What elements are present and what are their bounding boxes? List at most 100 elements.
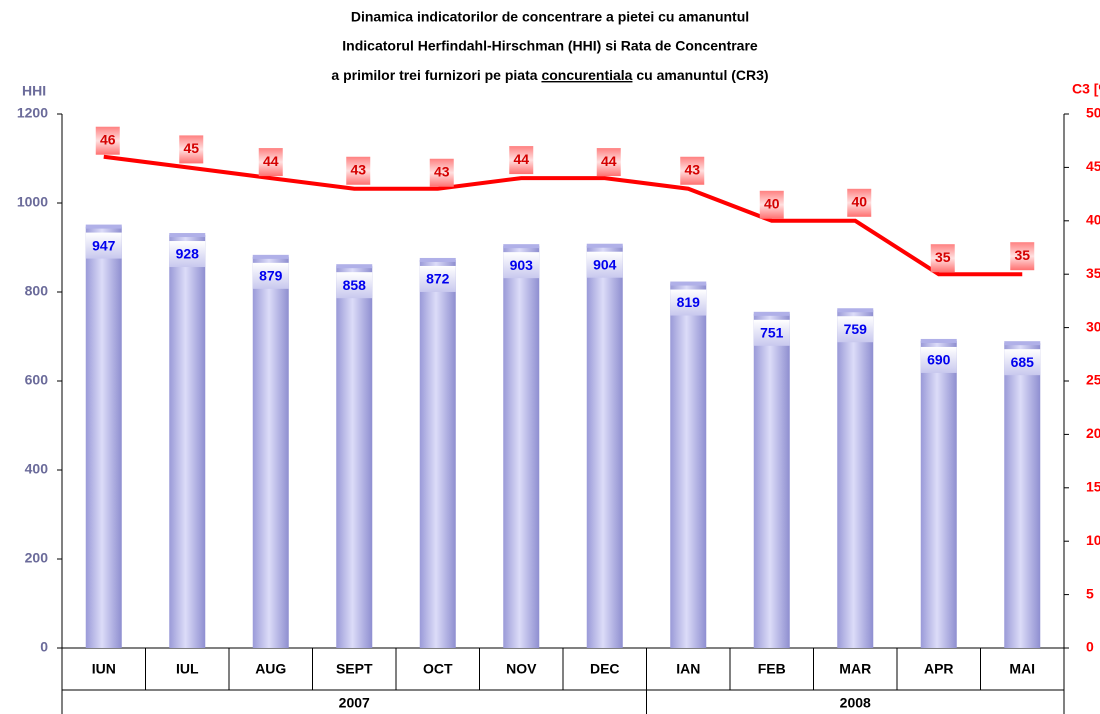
y2-tick-label: 30 (1086, 318, 1100, 334)
data-label-box (509, 146, 534, 175)
data-label: 44 (601, 153, 617, 169)
data-label: 46 (100, 131, 116, 147)
y2-axis-title: C3 [%] (1072, 81, 1100, 97)
data-label: 43 (434, 163, 450, 179)
y2-tick-label: 10 (1086, 532, 1100, 548)
data-label-box (346, 156, 371, 185)
x-tick-label: APR (924, 661, 954, 677)
x-tick-label: DEC (590, 661, 620, 677)
data-label: 35 (935, 249, 951, 265)
bar (586, 245, 623, 648)
bar (419, 259, 456, 648)
x-tick-label: SEPT (336, 661, 373, 677)
x-tick-label: IUN (92, 661, 116, 677)
chart-title: a primilor trei furnizori pe piata concu… (331, 67, 768, 83)
data-label: 45 (183, 140, 199, 156)
bar (85, 226, 122, 648)
y-axis-title: HHI (22, 83, 46, 99)
bar-cap (252, 254, 289, 259)
data-label: 40 (764, 196, 780, 212)
bar (670, 283, 707, 648)
data-label: 44 (513, 151, 529, 167)
x-group-label: 2008 (840, 695, 871, 711)
data-label: 928 (176, 246, 200, 262)
data-label-box (753, 319, 790, 346)
data-label: 903 (510, 257, 534, 273)
bar-cap (1004, 341, 1041, 346)
data-label-box (847, 188, 872, 217)
bar-cap (753, 311, 790, 316)
y-tick-label: 800 (25, 283, 49, 299)
x-tick-label: MAR (839, 661, 871, 677)
y2-tick-label: 20 (1086, 425, 1100, 441)
data-label-box (169, 241, 206, 268)
data-label-box (759, 190, 784, 219)
data-label-box (258, 148, 283, 177)
data-label-box (429, 158, 454, 187)
y-tick-label: 0 (40, 639, 48, 655)
data-label: 751 (760, 325, 784, 341)
title-part: a primilor trei furnizori pe piata (331, 67, 541, 83)
data-label: 904 (593, 256, 617, 272)
x-tick-label: OCT (423, 661, 453, 677)
y2-tick-label: 25 (1086, 372, 1100, 388)
data-label-box (920, 346, 957, 373)
data-label: 685 (1011, 354, 1035, 370)
data-label-box (1004, 349, 1041, 376)
x-tick-label: IUL (176, 661, 199, 677)
data-label-box (586, 251, 623, 278)
title-part: concurentiala (541, 67, 632, 83)
bar-cap (503, 244, 540, 249)
data-label: 43 (684, 161, 700, 177)
x-group-label: 2007 (339, 695, 370, 711)
bar (169, 235, 206, 649)
y-tick-label: 1000 (17, 194, 48, 210)
data-label-box (670, 289, 707, 316)
data-label: 879 (259, 268, 283, 284)
bar (753, 313, 790, 648)
bar (503, 246, 540, 649)
bar-cap (336, 264, 373, 269)
bar-cap (419, 257, 456, 262)
data-label-box (85, 232, 122, 259)
bar (837, 310, 874, 648)
data-label: 43 (350, 161, 366, 177)
x-tick-label: IAN (676, 661, 700, 677)
data-label: 872 (426, 271, 450, 287)
x-tick-label: NOV (506, 661, 537, 677)
data-label: 858 (343, 277, 367, 293)
data-label: 690 (927, 352, 951, 368)
bar-cap (837, 308, 874, 313)
bar (1004, 343, 1041, 648)
x-tick-label: MAI (1009, 661, 1035, 677)
title-part: cu amanuntul (CR3) (632, 67, 768, 83)
bar (336, 266, 373, 648)
data-label-box (95, 126, 120, 155)
y2-tick-label: 15 (1086, 479, 1100, 495)
y2-tick-label: 50 (1086, 105, 1100, 121)
y-tick-label: 600 (25, 372, 49, 388)
data-label-box (503, 252, 540, 279)
bar-cap (670, 281, 707, 286)
data-label: 35 (1014, 247, 1030, 263)
bar-cap (920, 338, 957, 343)
bar-cap (169, 233, 206, 238)
bar-cap (85, 224, 122, 229)
data-label-box (837, 316, 874, 343)
data-label-box (680, 156, 705, 185)
x-tick-label: AUG (255, 661, 286, 677)
line (103, 154, 1023, 277)
chart-title: Dinamica indicatorilor de concentrare a … (351, 9, 749, 25)
bar (252, 256, 289, 648)
y2-tick-label: 45 (1086, 158, 1100, 174)
data-label-box (252, 262, 289, 289)
y-tick-label: 200 (25, 550, 49, 566)
y2-tick-label: 40 (1086, 212, 1100, 228)
data-label: 819 (677, 294, 701, 310)
x-tick-label: FEB (758, 661, 786, 677)
data-label: 947 (92, 237, 116, 253)
data-label-box (1010, 242, 1035, 271)
data-label-box (930, 244, 955, 273)
y-tick-label: 1200 (17, 105, 48, 121)
